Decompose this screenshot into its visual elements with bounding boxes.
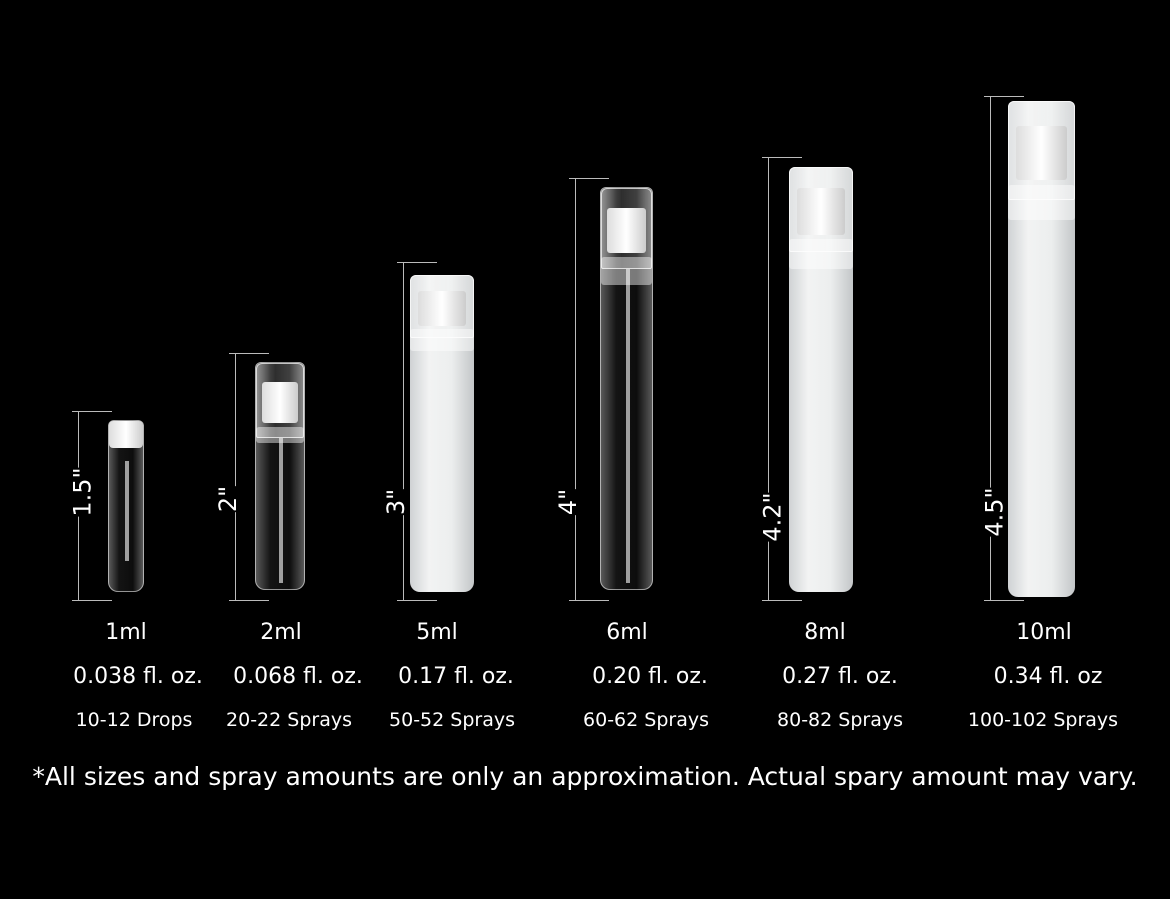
dimension-tick-bottom	[397, 600, 437, 601]
collar	[789, 239, 853, 269]
footnote: *All sizes and spray amounts are only an…	[32, 762, 1138, 791]
dimension-tick-bottom	[229, 600, 269, 601]
spray-pump	[1016, 126, 1067, 180]
volume-label: 8ml	[804, 620, 846, 645]
collar	[256, 427, 304, 443]
dimension-line	[575, 178, 576, 600]
spray-pump	[796, 188, 846, 235]
height-label: 1.5"	[66, 467, 99, 517]
dropper-stem	[125, 461, 129, 561]
height-label: 4.5"	[978, 487, 1011, 537]
dip-tube	[625, 269, 630, 583]
collar	[410, 329, 474, 351]
dropper-cap	[109, 421, 143, 448]
dimension-tick-bottom	[762, 600, 802, 601]
fl-oz-label: 0.20 fl. oz.	[592, 664, 708, 689]
vial-image	[1008, 101, 1075, 597]
height-label: 2"	[212, 485, 245, 513]
volume-label: 6ml	[606, 620, 648, 645]
collar	[1008, 185, 1075, 220]
dimension-line	[235, 353, 236, 600]
height-label: 4"	[552, 488, 585, 516]
height-label: 4.2"	[756, 492, 789, 542]
spray-pump	[417, 291, 467, 326]
dimension-line	[768, 157, 769, 600]
fl-oz-label: 0.34 fl. oz	[993, 664, 1103, 689]
dimension-tick-bottom	[569, 600, 609, 601]
volume-label: 5ml	[416, 620, 458, 645]
dimension-tick-bottom	[984, 600, 1024, 601]
height-label: 3"	[380, 488, 413, 516]
vial-image	[600, 187, 653, 590]
vial-image	[255, 362, 305, 590]
dimension-line	[990, 96, 991, 600]
vial-image	[789, 167, 853, 592]
amount-label: 60-62 Sprays	[583, 709, 709, 731]
amount-label: 20-22 Sprays	[226, 709, 352, 731]
volume-label: 10ml	[1016, 620, 1072, 645]
fl-oz-label: 0.068 fl. oz.	[233, 664, 363, 689]
dimension-tick-top	[397, 262, 437, 263]
volume-label: 2ml	[260, 620, 302, 645]
amount-label: 80-82 Sprays	[777, 709, 903, 731]
amount-label: 10-12 Drops	[75, 709, 193, 731]
spray-pump	[261, 382, 299, 423]
dip-tube	[279, 438, 283, 583]
dimension-tick-top	[984, 96, 1024, 97]
volume-label: 1ml	[105, 620, 147, 645]
fl-oz-label: 0.17 fl. oz.	[398, 664, 514, 689]
vial-image	[410, 275, 474, 592]
vial-image	[108, 420, 144, 592]
dimension-tick-top	[72, 411, 112, 412]
dimension-tick-top	[762, 157, 802, 158]
dimension-tick-top	[569, 178, 609, 179]
dimension-tick-bottom	[72, 600, 112, 601]
spray-pump	[607, 208, 646, 253]
dimension-tick-top	[229, 353, 269, 354]
dimension-line	[403, 262, 404, 600]
fl-oz-label: 0.27 fl. oz.	[782, 664, 898, 689]
amount-label: 50-52 Sprays	[389, 709, 515, 731]
fl-oz-label: 0.038 fl. oz.	[73, 664, 203, 689]
amount-label: 100-102 Sprays	[967, 709, 1119, 731]
